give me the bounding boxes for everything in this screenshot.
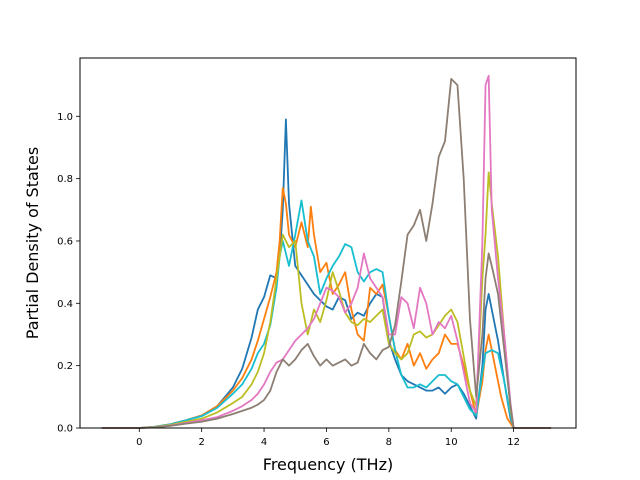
y-tick-label: 0.0 <box>57 424 73 435</box>
x-tick-label: 0 <box>136 437 142 448</box>
x-axis: 0 2 4 6 8 10 12 <box>136 428 520 448</box>
x-tick-label: 8 <box>386 437 392 448</box>
y-tick-label: 0.8 <box>57 174 73 185</box>
y-axis-label: Partial Density of States <box>23 147 42 339</box>
x-tick-label: 6 <box>323 437 329 448</box>
series-line-3 <box>101 199 552 429</box>
x-tick-label: 2 <box>198 437 204 448</box>
x-tick-label: 12 <box>507 437 520 448</box>
y-tick-label: 0.6 <box>57 236 73 247</box>
x-tick-label: 4 <box>261 437 267 448</box>
y-tick-label: 0.2 <box>57 361 73 372</box>
series-line-5 <box>101 74 552 429</box>
series-layer <box>101 74 552 429</box>
series-line-6 <box>101 77 552 429</box>
y-axis: 0.0 0.2 0.4 0.6 0.8 1.0 <box>57 112 80 435</box>
y-tick-label: 0.4 <box>57 299 73 310</box>
x-tick-label: 10 <box>445 437 458 448</box>
y-tick-label: 1.0 <box>57 112 73 123</box>
plot-frame <box>79 57 577 429</box>
x-axis-label: Frequency (THz) <box>263 455 393 474</box>
